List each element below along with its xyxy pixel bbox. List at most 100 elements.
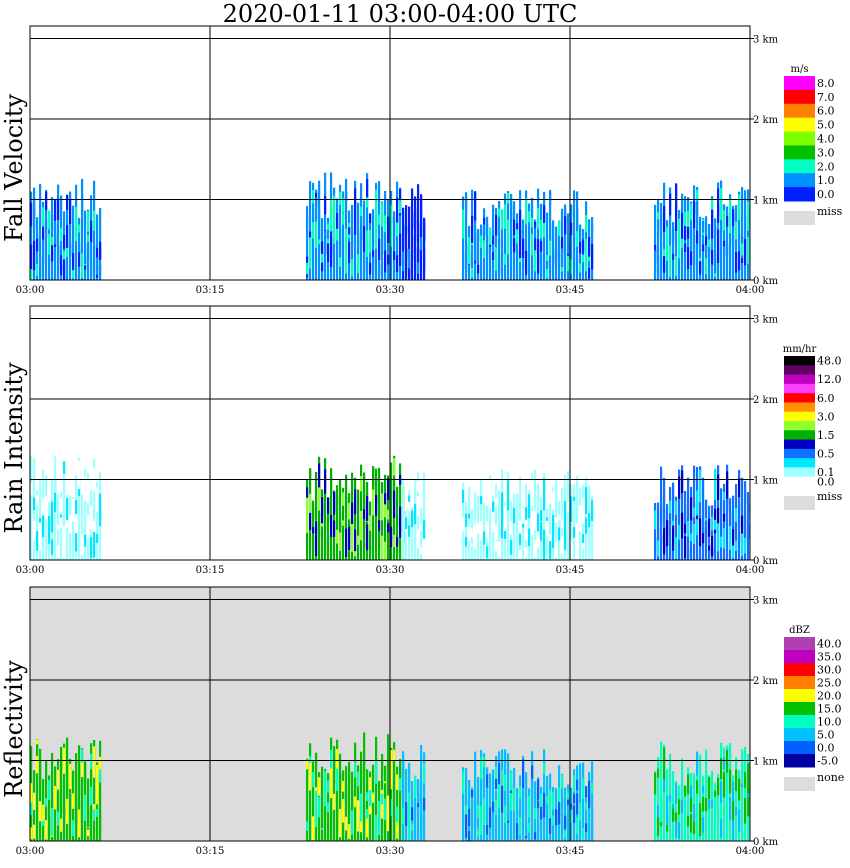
echo-cell [375, 215, 378, 249]
echo-cell [516, 512, 519, 531]
echo-cell [549, 789, 552, 813]
echo-cell [384, 216, 387, 229]
echo-cell [414, 206, 417, 227]
echo-cell [357, 771, 360, 787]
echo-cell [399, 777, 402, 791]
echo-cell [327, 497, 330, 560]
echo-cell [411, 188, 414, 280]
echo-cell [549, 503, 552, 560]
echo-cell [483, 224, 486, 238]
echo-cell [579, 508, 582, 532]
echo-cell [498, 532, 501, 542]
echo-cell [339, 825, 342, 838]
echo-cell [498, 250, 501, 274]
echo-cell [54, 513, 57, 527]
echo-cell [735, 205, 738, 280]
echo-cell [525, 190, 528, 280]
echo-cell [483, 240, 486, 259]
echo-cell [84, 245, 87, 265]
echo-cell [492, 801, 495, 815]
echo-cell [306, 497, 309, 525]
echo-cell [72, 205, 75, 280]
echo-cell [555, 821, 558, 830]
echo-cell [363, 732, 366, 841]
echo-cell [417, 472, 420, 560]
echo-cell [417, 529, 420, 548]
echo-cell [399, 233, 402, 266]
echo-cell [660, 202, 663, 280]
echo-cell [546, 520, 549, 536]
echo-cell [516, 496, 519, 518]
echo-cell [381, 793, 384, 805]
echo-cell [30, 791, 33, 816]
echo-cell [663, 744, 666, 841]
echo-cell [567, 791, 570, 800]
echo-cell [690, 533, 693, 542]
echo-cell [540, 802, 543, 819]
echo-cell [588, 527, 591, 550]
echo-cell [324, 172, 327, 280]
echo-cell [537, 188, 540, 280]
echo-cell [483, 753, 486, 841]
echo-cell [489, 488, 492, 510]
echo-cell [489, 229, 492, 245]
echo-cell [657, 768, 660, 778]
echo-cell [702, 244, 705, 252]
echo-cell [33, 824, 36, 839]
colorbar-swatch [784, 439, 815, 450]
echo-period-3 [462, 469, 594, 560]
echo-cell [348, 242, 351, 264]
echo-cell [723, 757, 726, 770]
echo-cell [393, 742, 396, 841]
colorbar-swatch [784, 383, 815, 394]
echo-cell [357, 520, 360, 538]
echo-cell [54, 482, 57, 513]
echo-cell [378, 497, 381, 519]
echo-cell [519, 230, 522, 258]
y-tick-label: 0 km [753, 837, 779, 848]
echo-cell [735, 806, 738, 816]
echo-cell [333, 195, 336, 221]
colorbar-swatch [784, 421, 815, 431]
colorbar-swatch [784, 393, 815, 403]
echo-cell [420, 745, 423, 841]
echo-cell [366, 792, 369, 801]
echo-cell [573, 775, 576, 792]
echo-cell [675, 183, 678, 280]
colorbar-missing-label: miss [817, 490, 843, 503]
echo-cell [78, 224, 81, 233]
echo-cell [357, 233, 360, 254]
echo-cell [720, 757, 723, 780]
echo-cell [747, 201, 750, 231]
y-tick-label: 1 km [753, 476, 779, 487]
echo-cell [378, 818, 381, 836]
echo-cell [720, 514, 723, 537]
echo-cell [588, 813, 591, 838]
echo-cell [678, 513, 681, 530]
echo-cell [384, 190, 387, 280]
echo-cell [381, 535, 384, 560]
echo-cell [684, 505, 687, 525]
echo-cell [729, 204, 732, 234]
echo-cell [516, 823, 519, 840]
echo-cell [423, 752, 426, 841]
echo-cell [714, 253, 717, 274]
echo-cell [330, 763, 333, 799]
echo-cell [492, 235, 495, 246]
echo-cell [378, 238, 381, 260]
echo-cell [711, 249, 714, 265]
echo-cell [462, 209, 465, 238]
echo-cell [543, 762, 546, 775]
colorbar-legend: m/s 8.07.06.05.04.03.02.01.00.0 miss [784, 64, 843, 225]
echo-cell [657, 528, 660, 541]
echo-cell [522, 238, 525, 254]
echo-cell [66, 763, 69, 798]
echo-cell [720, 219, 723, 234]
echo-cell [369, 790, 372, 806]
echo-cell [99, 769, 102, 783]
echo-cell [381, 230, 384, 255]
colorbar-swatch [784, 702, 815, 716]
echo-cell [558, 519, 561, 528]
echo-cell [30, 244, 33, 269]
echo-cell [336, 240, 339, 269]
